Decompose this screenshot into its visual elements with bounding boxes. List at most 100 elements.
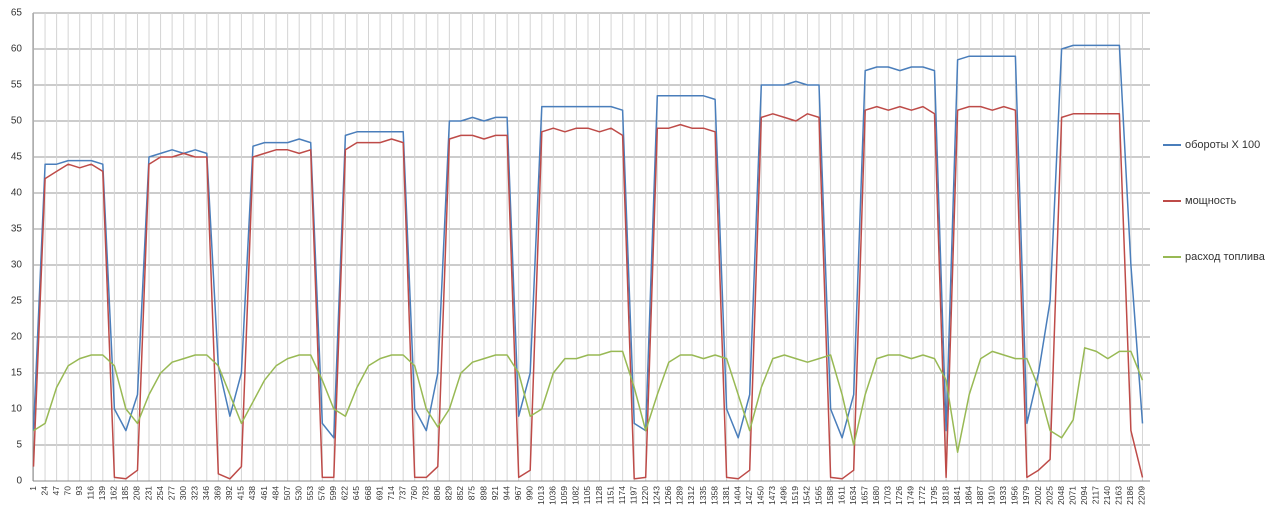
y-tick-label: 30	[11, 260, 23, 271]
series-line	[32, 105, 1144, 480]
x-tick-label: 2094	[1079, 486, 1089, 505]
legend-label: мощность	[1185, 195, 1236, 207]
x-tick-label: 415	[236, 486, 246, 500]
x-tick-label: 2209	[1137, 486, 1147, 505]
x-tick-label: 714	[386, 486, 396, 500]
x-tick-label: 1450	[756, 486, 766, 505]
y-tick-label: 50	[11, 116, 23, 127]
x-tick-label: 208	[132, 486, 142, 500]
x-tick-label: 622	[340, 486, 350, 500]
x-tick-label: 1864	[963, 486, 973, 505]
x-tick-label: 1036	[548, 486, 558, 505]
x-tick-label: 2002	[1033, 486, 1043, 505]
x-tick-label: 737	[397, 486, 407, 500]
y-tick-label: 45	[11, 152, 23, 163]
x-tick-label: 1749	[906, 486, 916, 505]
y-tick-label: 65	[11, 8, 23, 19]
x-tick-label: 162	[109, 486, 119, 500]
x-tick-label: 1174	[617, 486, 627, 505]
x-tick-label: 1128	[594, 486, 604, 505]
x-tick-label: 1197	[628, 486, 638, 505]
x-tick-label: 2163	[1114, 486, 1124, 505]
x-tick-label: 553	[305, 486, 315, 500]
x-tick-label: 461	[259, 486, 269, 500]
x-tick-label: 1496	[779, 486, 789, 505]
x-tick-label: 1634	[848, 486, 858, 505]
x-tick-label: 1151	[605, 486, 615, 505]
x-tick-label: 369	[213, 486, 223, 500]
x-tick-label: 875	[467, 486, 477, 500]
x-tick-label: 507	[282, 486, 292, 500]
x-tick-label: 1772	[917, 486, 927, 505]
x-tick-label: 1404	[732, 486, 742, 505]
x-tick-label: 1887	[975, 486, 985, 505]
y-tick-label: 15	[11, 368, 23, 379]
x-tick-label: 1358	[709, 486, 719, 505]
x-tick-label: 1473	[767, 486, 777, 505]
x-tick-label: 1013	[536, 486, 546, 505]
x-tick-label: 1611	[836, 486, 846, 505]
x-tick-label: 2186	[1125, 486, 1135, 505]
x-tick-label: 47	[51, 486, 61, 496]
x-tick-label: 1243	[652, 486, 662, 505]
x-tick-label: 1703	[883, 486, 893, 505]
x-tick-label: 783	[421, 486, 431, 500]
x-tick-label: 668	[363, 486, 373, 500]
x-tick-label: 944	[501, 486, 511, 500]
x-tick-label: 231	[143, 486, 153, 500]
x-tick-label: 530	[293, 486, 303, 500]
x-tick-label: 1680	[871, 486, 881, 505]
series-line	[33, 347, 1144, 453]
x-tick-label: 967	[513, 486, 523, 500]
x-tick-label: 1956	[1010, 486, 1020, 505]
x-tick-label: 1220	[640, 486, 650, 505]
x-tick-label: 829	[444, 486, 454, 500]
x-tick-label: 1335	[698, 486, 708, 505]
y-tick-label: 0	[16, 476, 22, 487]
x-tick-label: 1082	[571, 486, 581, 505]
x-tick-label: 392	[224, 486, 234, 500]
x-tick-label: 1059	[559, 486, 569, 505]
x-tick-label: 116	[86, 486, 96, 500]
x-tick-label: 1312	[686, 486, 696, 505]
x-tick-label: 898	[478, 486, 488, 500]
x-tick-label: 921	[490, 486, 500, 500]
x-tick-label: 323	[189, 486, 199, 500]
x-tick-label: 1910	[987, 486, 997, 505]
y-tick-label: 20	[11, 332, 23, 343]
x-tick-label: 1519	[790, 486, 800, 505]
x-tick-label: 1841	[952, 486, 962, 505]
x-tick-label: 760	[409, 486, 419, 500]
x-tick-label: 300	[178, 486, 188, 500]
x-tick-label: 1657	[859, 486, 869, 505]
x-tick-label: 1565	[813, 486, 823, 505]
x-tick-label: 1266	[663, 486, 673, 505]
x-tick-label: 1818	[940, 486, 950, 505]
x-tick-label: 691	[374, 486, 384, 500]
x-tick-label: 484	[270, 486, 280, 500]
x-tick-label: 438	[247, 486, 257, 500]
x-tick-label: 2117	[1091, 486, 1101, 505]
y-tick-label: 5	[16, 440, 22, 451]
x-tick-label: 852	[455, 486, 465, 500]
x-tick-label: 70	[62, 486, 72, 496]
y-tick-label: 55	[11, 80, 23, 91]
y-tick-label: 60	[11, 44, 23, 55]
x-tick-label: 254	[155, 486, 165, 500]
x-tick-label: 2071	[1067, 486, 1077, 505]
x-tick-label: 346	[201, 486, 211, 500]
x-tick-label: 1105	[582, 486, 592, 505]
x-tick-label: 1289	[675, 486, 685, 505]
x-tick-label: 1726	[894, 486, 904, 505]
y-tick-label: 10	[11, 404, 23, 415]
x-tick-label: 576	[317, 486, 327, 500]
x-tick-label: 93	[74, 486, 84, 496]
x-tick-label: 1542	[802, 486, 812, 505]
x-tick-label: 1795	[929, 486, 939, 505]
x-tick-label: 24	[39, 486, 49, 496]
x-tick-label: 1933	[998, 486, 1008, 505]
x-tick-label: 277	[166, 486, 176, 500]
x-tick-label: 1381	[721, 486, 731, 505]
x-tick-label: 139	[97, 486, 107, 500]
